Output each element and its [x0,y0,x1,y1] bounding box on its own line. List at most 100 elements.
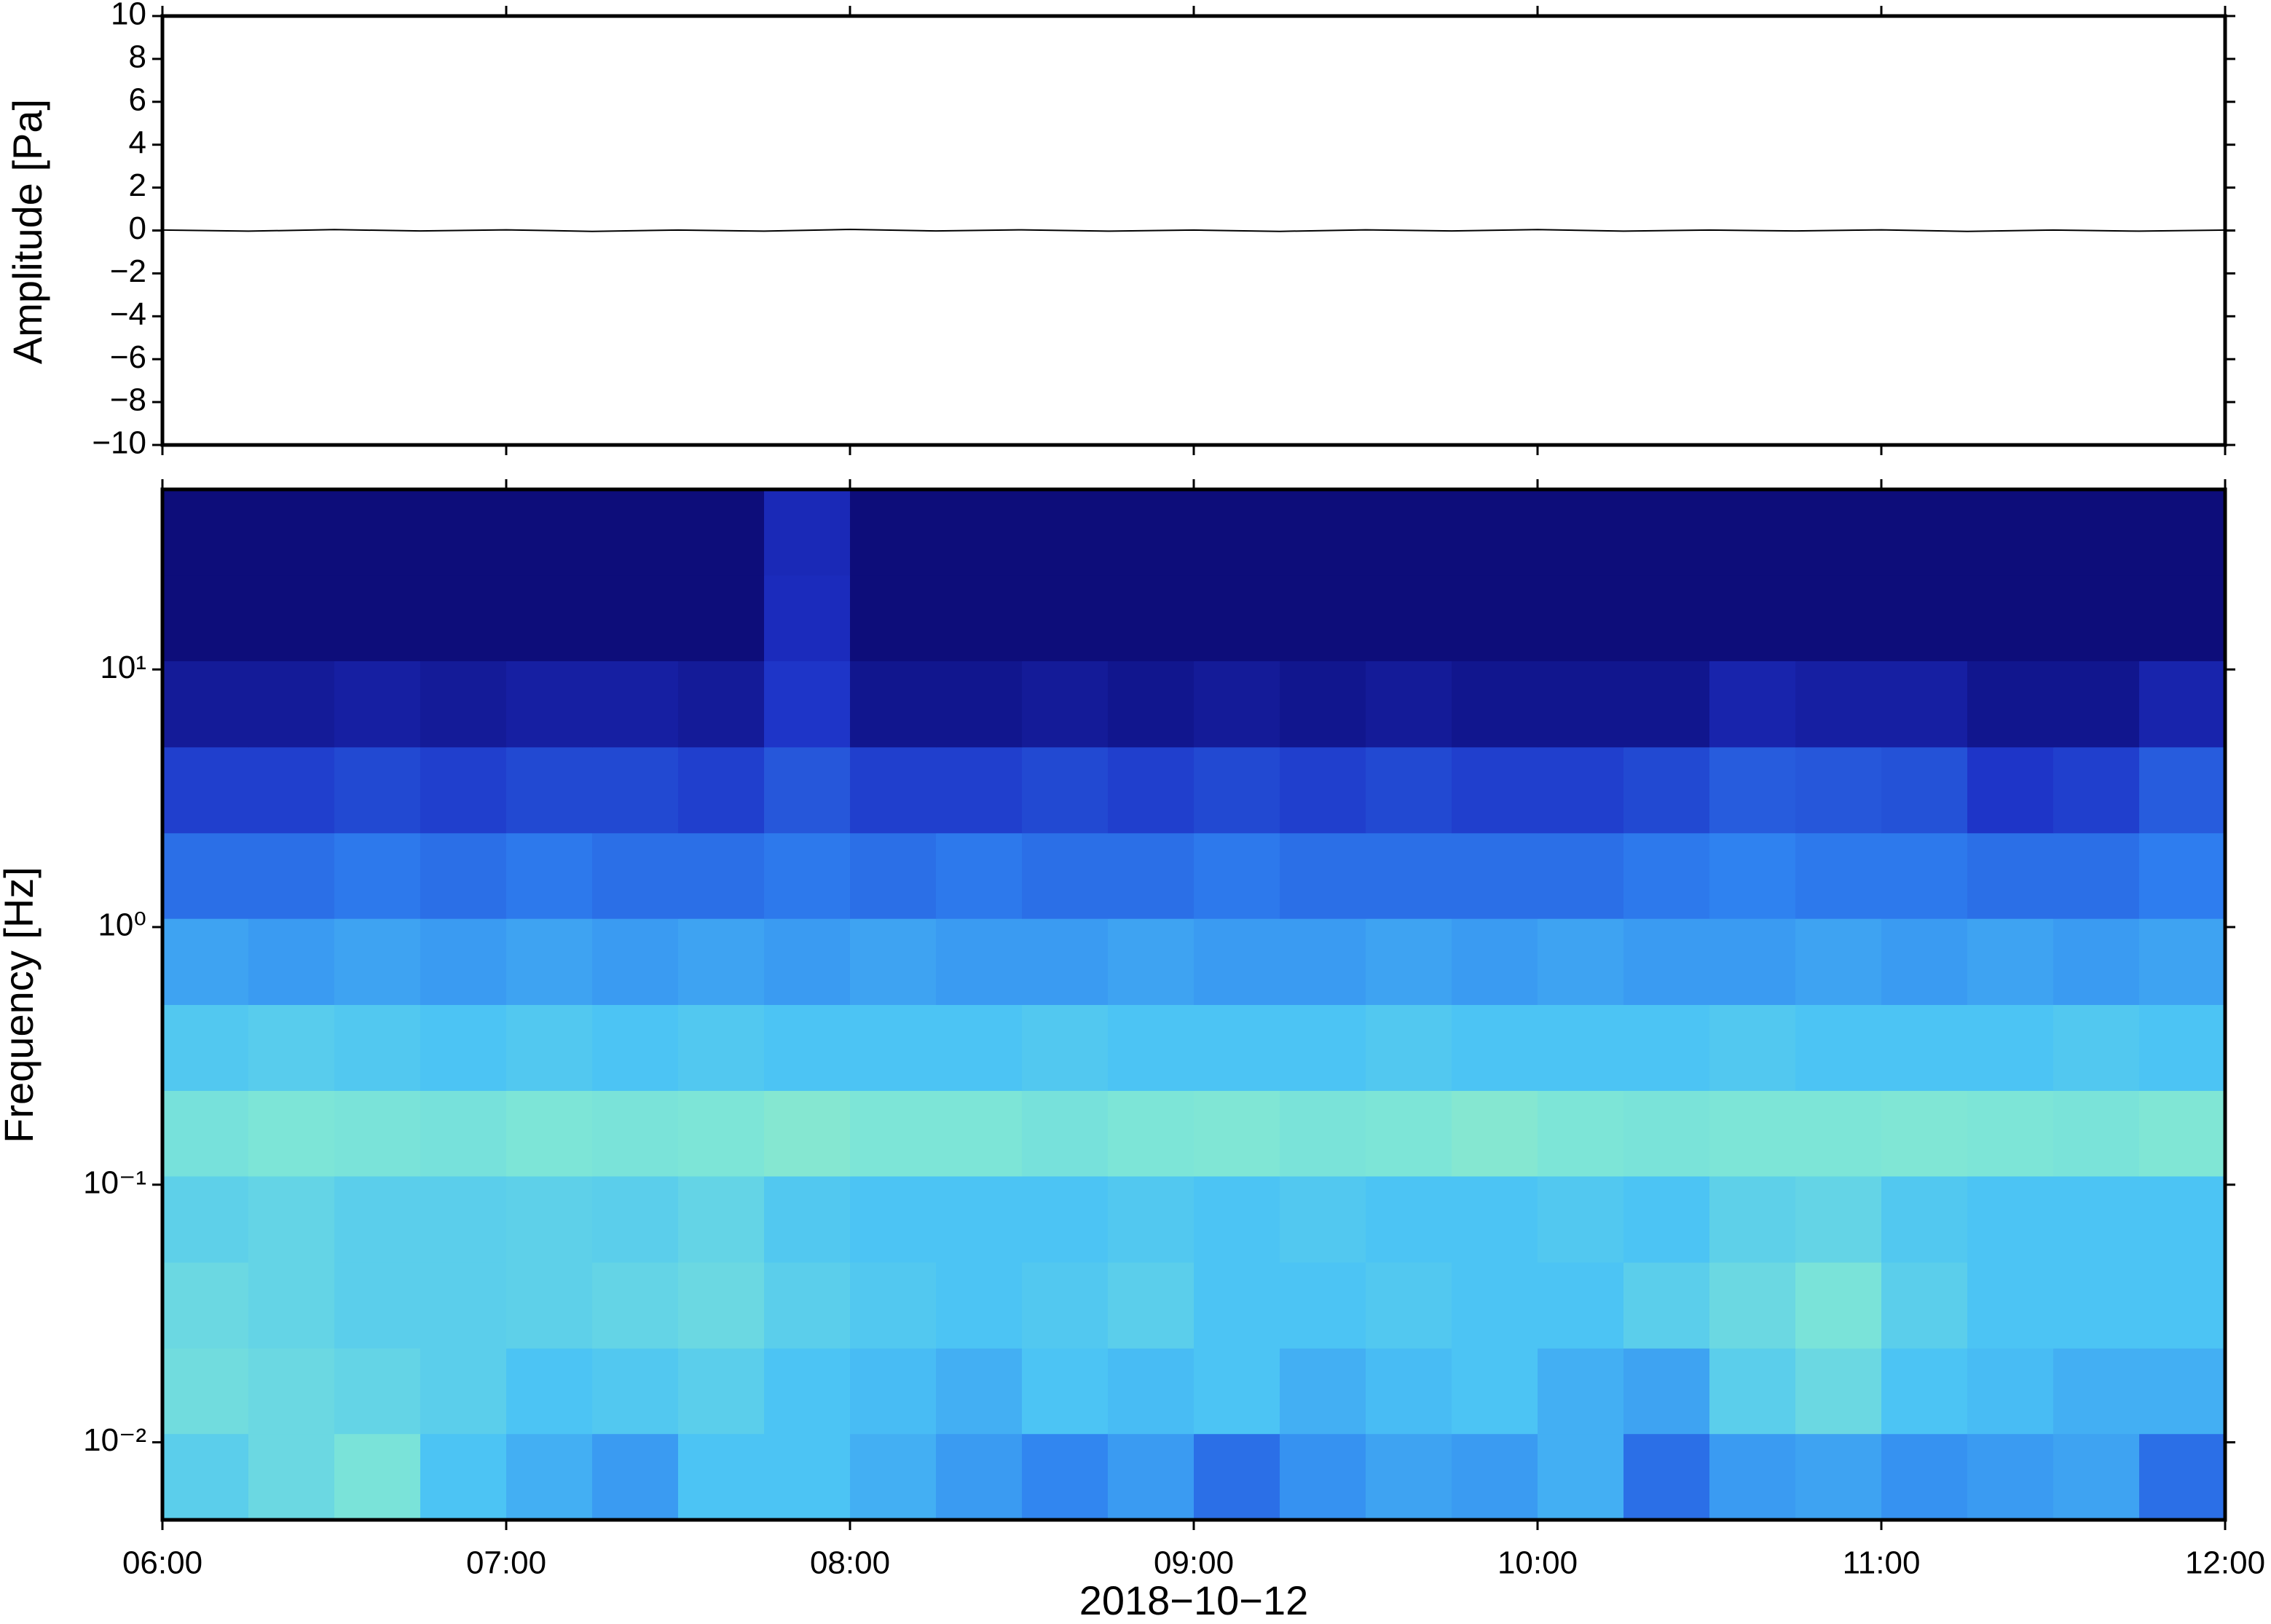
spectrogram-cell [1452,918,1538,1005]
spectrogram-cell [1108,661,1194,748]
spectrogram-cell [2139,1262,2226,1349]
spectrogram-cell [2053,1004,2140,1091]
spectrogram-cell [1022,1004,1109,1091]
spectrogram-cell [1280,489,1366,576]
spectrogram-cell [2053,1090,2140,1177]
spectrogram-cell [1795,1175,1882,1263]
spectrogram-cell [678,489,765,576]
spectrogram-cell [1538,1433,1624,1521]
spectrogram-cell [1881,661,1968,748]
spectrogram-cell [248,1090,335,1177]
spectrogram-cell [1709,1348,1796,1435]
spectrogram-cell [1280,918,1366,1005]
x-tick-label: 09:00 [1154,1545,1234,1581]
spectrogram-cell [1881,1090,1968,1177]
spectrogram-cell [1881,1348,1968,1435]
spectrogram-cell [592,661,679,748]
y-tick-label: 0 [129,210,146,246]
spectrogram-cell [1967,918,2054,1005]
spectrogram-cell [506,918,593,1005]
spectrogram-cell [2139,1090,2226,1177]
spectrogram-cell [420,489,507,576]
spectrogram-cell [1280,1175,1366,1263]
spectrogram-cell [678,918,765,1005]
spectrogram-cell [592,832,679,919]
spectrogram-cell [1280,1262,1366,1349]
spectrogram-cell [592,1433,679,1521]
spectrogram-cell [1795,918,1882,1005]
spectrogram-cell [936,832,1023,919]
spectrogram-cell [592,489,679,576]
spectrogram-cell [1194,1433,1280,1521]
spectrogram-cell [1366,746,1452,834]
spectrogram-cell [1452,661,1538,748]
spectrogram-cell [1194,1004,1280,1091]
spectrogram-cell [1022,746,1109,834]
spectrogram-cell [1108,1348,1194,1435]
spectrogram-cell [1795,489,1882,576]
spectrogram-cell [1366,832,1452,919]
spectrogram-cell [1280,661,1366,748]
spectrogram-cell [936,1262,1023,1349]
spectrogram-cell [248,1175,335,1263]
spectrogram-cell [1022,489,1109,576]
spectrogram-cell [248,661,335,748]
spectrogram-cell [1452,1004,1538,1091]
spectrogram-cell [592,1262,679,1349]
spectrogram-cell [334,832,421,919]
spectrogram-cell [1108,1090,1194,1177]
spectrogram-cell [1108,1433,1194,1521]
spectrogram-cell [334,918,421,1005]
spectrogram-cell [1881,746,1968,834]
spectrogram-cell [1538,1090,1624,1177]
spectrogram-cell [506,1348,593,1435]
y-tick-label: 2 [129,167,146,203]
spectrogram-cell [764,1004,851,1091]
spectrogram-cell [1108,746,1194,834]
spectrogram-cell [2053,746,2140,834]
spectrogram-cell [1280,1090,1366,1177]
spectrogram-cell [936,489,1023,576]
spectrogram-cell [1967,1348,2054,1435]
spectrogram-cell [1795,575,1882,661]
spectrogram-cell [1194,489,1280,576]
x-tick-label: 06:00 [122,1545,202,1581]
waveform [162,228,2226,232]
spectrogram-cell [1108,1004,1194,1091]
spectrogram-cell [850,918,937,1005]
spectrogram-cell [1280,1004,1366,1091]
spectrogram-cell [1194,1090,1280,1177]
spectrogram-cell [592,1175,679,1263]
spectrogram-cell [1881,489,1968,576]
spectrogram-cell [1967,1175,2054,1263]
spectrogram-cell [1881,1175,1968,1263]
spectrogram-cell [850,1090,937,1177]
spectrogram-cell [334,1433,421,1521]
spectrogram-cell [1538,918,1624,1005]
spectrogram-cell [1108,489,1194,576]
spectrogram-cell [850,489,937,576]
spectrogram-cell [2053,1175,2140,1263]
spectrogram-cell [506,1262,593,1349]
spectrogram-cell [162,918,249,1005]
spectrogram-cell [1623,746,1710,834]
spectrogram-cell [1538,1175,1624,1263]
spectrogram-cell [1280,1348,1366,1435]
spectrogram-cell [1709,575,1796,661]
spectrogram-cell [1538,575,1624,661]
spectrogram-cell [936,1348,1023,1435]
spectrogram-cell [1280,1433,1366,1521]
spectrogram-cell [1709,1433,1796,1521]
x-axis-label: 2018−10−12 [1079,1577,1309,1623]
spectrogram-cell [592,1090,679,1177]
spectrogram-cell [678,1004,765,1091]
spectrogram-cell [1623,1175,1710,1263]
spectrogram-cell [334,1175,421,1263]
spectrogram-cell [1795,1433,1882,1521]
x-tick-label: 10:00 [1497,1545,1578,1581]
spectrogram-cell [1366,489,1452,576]
spectrogram-cell [1538,746,1624,834]
spectrogram-cell [1538,661,1624,748]
spectrogram-cell [592,1348,679,1435]
